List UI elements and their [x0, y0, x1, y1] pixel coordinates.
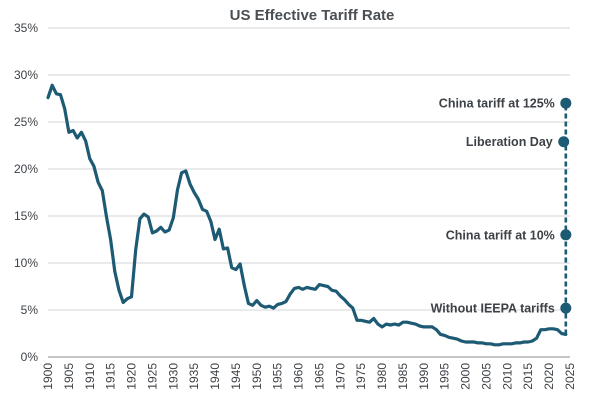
- x-tick-label: 1900: [41, 363, 55, 390]
- annotation-marker: [558, 136, 570, 148]
- x-tick-label: 2020: [542, 363, 556, 390]
- x-tick-label: 1990: [417, 363, 431, 390]
- annotation-label: Liberation Day: [466, 135, 553, 149]
- x-tick-label: 1940: [208, 363, 222, 390]
- chart-title: US Effective Tariff Rate: [230, 7, 395, 24]
- annotation-marker: [560, 229, 572, 241]
- x-tick-label: 1910: [83, 363, 97, 390]
- y-tick-label: 35%: [14, 21, 38, 35]
- x-tick-label: 1970: [333, 363, 347, 390]
- y-tick-label: 25%: [14, 115, 38, 129]
- annotation-label: China tariff at 125%: [439, 97, 555, 111]
- x-tick-label: 1905: [62, 363, 76, 390]
- x-tick-label: 2005: [479, 363, 493, 390]
- y-axis: 0% 5% 10% 15% 20% 25% 30% 35%: [14, 21, 38, 364]
- x-tick-label: 1960: [292, 363, 306, 390]
- y-tick-label: 15%: [14, 209, 38, 223]
- x-tick-label: 2025: [563, 363, 577, 390]
- x-tick-label: 1945: [229, 363, 243, 390]
- annotation-marker: [560, 302, 572, 314]
- y-tick-label: 10%: [14, 256, 38, 270]
- annotation-label: China tariff at 10%: [446, 228, 555, 242]
- x-tick-label: 1985: [396, 363, 410, 390]
- annotation-label: Without IEEPA tariffs: [431, 302, 555, 316]
- x-tick-label: 2010: [500, 363, 514, 390]
- annotation-marker: [560, 97, 572, 109]
- x-tick-label: 1915: [104, 363, 118, 390]
- x-tick-label: 1920: [125, 363, 139, 390]
- x-tick-label: 2015: [521, 363, 535, 390]
- x-tick-label: 2000: [459, 363, 473, 390]
- y-tick-label: 20%: [14, 162, 38, 176]
- annotations: China tariff at 125% Liberation Day China …: [431, 97, 572, 316]
- x-tick-label: 1955: [271, 363, 285, 390]
- y-tick-label: 5%: [21, 303, 39, 317]
- x-tick-label: 1975: [354, 363, 368, 390]
- x-tick-label: 1995: [438, 363, 452, 390]
- x-tick-label: 1965: [312, 363, 326, 390]
- x-tick-label: 1935: [187, 363, 201, 390]
- y-tick-label: 30%: [14, 68, 38, 82]
- series-line-us-effective-tariff-rate: [46, 83, 568, 347]
- x-tick-label: 1925: [145, 363, 159, 390]
- x-axis: 1900 1905 1910 1915 1920 1925 1930 1935 1940 1945…: [41, 363, 577, 390]
- x-tick-label: 1980: [375, 363, 389, 390]
- x-tick-label: 1950: [250, 363, 264, 390]
- y-tick-label: 0%: [21, 350, 39, 364]
- x-tick-label: 1930: [166, 363, 180, 390]
